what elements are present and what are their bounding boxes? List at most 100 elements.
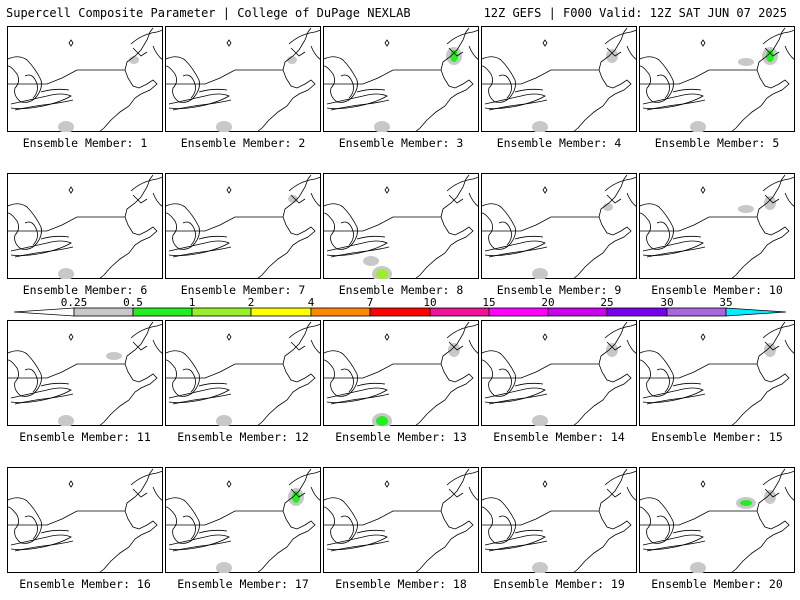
geography-outline bbox=[606, 341, 622, 351]
member-map bbox=[639, 26, 795, 132]
geography-outline bbox=[468, 339, 479, 355]
geography-outline bbox=[256, 510, 316, 573]
legend-tick-label: 20 bbox=[541, 296, 554, 309]
geography-outline bbox=[168, 93, 230, 110]
geography-outline bbox=[730, 363, 790, 426]
geography-outline bbox=[784, 486, 795, 502]
map-frame bbox=[165, 320, 321, 426]
geography-outline bbox=[764, 341, 780, 351]
geography-outline bbox=[448, 341, 464, 351]
geography-outline bbox=[330, 246, 390, 258]
geography-outline bbox=[324, 468, 470, 526]
legend-tick-label: 1 bbox=[189, 296, 196, 309]
member-map bbox=[323, 173, 479, 279]
geography-outline bbox=[762, 29, 795, 45]
geography-outline bbox=[481, 497, 516, 544]
geography-outline bbox=[152, 486, 163, 502]
geography-outline bbox=[330, 393, 390, 405]
ensemble-member-map bbox=[165, 467, 321, 573]
geography-outline bbox=[323, 350, 358, 397]
geography-outline bbox=[132, 47, 148, 57]
geography-outline bbox=[8, 174, 154, 232]
geography-outline bbox=[656, 368, 670, 393]
scp-contour-south bbox=[690, 121, 706, 132]
scp-contour-ne-coast bbox=[129, 56, 139, 64]
geography-outline bbox=[639, 497, 674, 544]
geography-outline bbox=[484, 240, 546, 257]
geography-outline bbox=[168, 240, 230, 257]
geography-outline bbox=[198, 88, 228, 93]
geography-outline bbox=[324, 27, 470, 85]
island-outline bbox=[68, 186, 74, 194]
member-label: Ensemble Member: 2 bbox=[180, 136, 306, 150]
geography-outline bbox=[784, 45, 795, 61]
scp-contour-south bbox=[216, 415, 232, 426]
island-outline bbox=[68, 39, 74, 47]
member-label: Ensemble Member: 16 bbox=[19, 577, 151, 591]
geography-outline bbox=[324, 321, 470, 379]
ensemble-member-map bbox=[165, 26, 321, 132]
map-frame bbox=[639, 26, 795, 132]
geography-outline bbox=[290, 341, 306, 351]
map-frame bbox=[7, 173, 163, 279]
geography-outline bbox=[764, 47, 780, 57]
map-frame bbox=[639, 467, 795, 573]
geography-outline bbox=[172, 246, 232, 258]
geography-outline bbox=[482, 27, 628, 85]
member-map bbox=[481, 173, 637, 279]
member-label: Ensemble Member: 5 bbox=[654, 136, 780, 150]
ensemble-member-map bbox=[481, 320, 637, 426]
geography-outline bbox=[40, 235, 70, 240]
member-map bbox=[323, 467, 479, 573]
geography-outline bbox=[672, 529, 702, 534]
member-label: Ensemble Member: 17 bbox=[177, 577, 309, 591]
geography-outline bbox=[639, 350, 674, 397]
ensemble-member-map bbox=[165, 320, 321, 426]
island-outline bbox=[226, 333, 232, 341]
map-frame bbox=[323, 26, 479, 132]
member-label: Ensemble Member: 15 bbox=[651, 430, 783, 444]
island-outline bbox=[384, 39, 390, 47]
scp-contour-maine bbox=[766, 50, 774, 62]
scp-contour-ne-coast bbox=[603, 203, 613, 211]
member-map bbox=[7, 26, 163, 132]
geography-outline bbox=[446, 29, 479, 45]
geography-outline bbox=[446, 323, 479, 339]
scp-contour-maine bbox=[764, 196, 776, 210]
legend-color-below bbox=[13, 307, 75, 317]
legend-tick-label: 7 bbox=[367, 296, 374, 309]
geography-outline bbox=[488, 246, 548, 258]
scp-contour-maine bbox=[448, 343, 460, 357]
legend-color-bin bbox=[369, 307, 431, 317]
geography-outline bbox=[40, 382, 70, 387]
island-outline bbox=[384, 480, 390, 488]
geography-outline bbox=[414, 510, 474, 573]
legend-color-bin bbox=[606, 307, 668, 317]
geography-outline bbox=[166, 468, 312, 526]
geography-outline bbox=[310, 45, 321, 61]
geography-outline bbox=[626, 486, 637, 502]
geography-outline bbox=[182, 74, 196, 99]
geography-outline bbox=[98, 216, 158, 279]
geography-outline bbox=[448, 47, 464, 57]
geography-outline bbox=[7, 350, 42, 397]
scp-contour-ny bbox=[738, 58, 754, 66]
ensemble-member-map bbox=[7, 467, 163, 573]
member-map bbox=[481, 467, 637, 573]
geography-outline bbox=[646, 246, 706, 258]
scp-contour-south bbox=[58, 121, 74, 132]
member-map bbox=[639, 173, 795, 279]
geography-outline bbox=[672, 382, 702, 387]
scp-contour-ne-coast bbox=[287, 56, 297, 64]
geography-outline bbox=[323, 56, 358, 103]
geography-outline bbox=[14, 540, 74, 552]
geography-outline bbox=[290, 488, 306, 498]
geography-outline bbox=[640, 468, 786, 526]
geography-outline bbox=[642, 240, 704, 257]
member-map bbox=[7, 173, 163, 279]
scp-contour-ohio bbox=[363, 256, 379, 266]
geography-outline bbox=[165, 56, 200, 103]
scp-contour-south bbox=[376, 269, 388, 279]
geography-outline bbox=[514, 529, 544, 534]
geography-outline bbox=[256, 216, 316, 279]
